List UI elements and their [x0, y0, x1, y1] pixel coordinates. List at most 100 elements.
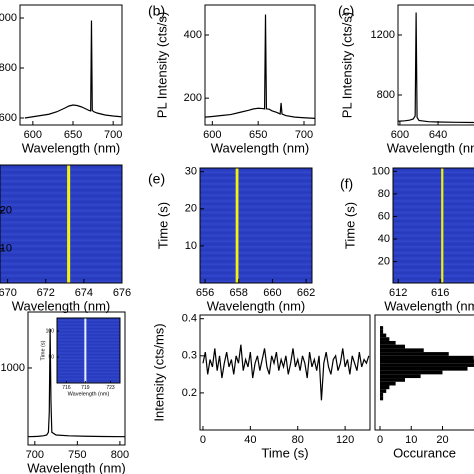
axes-frame — [27, 311, 126, 446]
data-line — [202, 344, 370, 401]
x-tick-label: 600 — [391, 129, 409, 141]
x-tick-label: 658 — [230, 287, 248, 299]
axes-frame — [374, 314, 474, 431]
x-tick-label: 120 — [336, 434, 354, 446]
histogram-bar — [380, 352, 449, 356]
x-tick-label: 656 — [196, 287, 214, 299]
x-tick-label: 40 — [244, 434, 256, 446]
y-tick-label: 0.4 — [182, 313, 197, 325]
panel-label: (c) — [338, 3, 354, 19]
y-tick-label: 20 — [0, 205, 12, 217]
axes-frame — [199, 314, 371, 431]
data-line — [28, 329, 125, 438]
plot-area — [380, 326, 474, 401]
y-axis-label: PL Intensity (cts/s) — [154, 12, 169, 118]
axes-frame — [199, 167, 313, 284]
panel-label: (f) — [340, 176, 353, 192]
x-tick-label: 600 — [24, 129, 42, 141]
x-tick-label: 674 — [75, 287, 93, 299]
histogram-bar — [380, 363, 474, 367]
axes-frame — [56, 317, 121, 384]
y-tick-label: 30 — [185, 166, 197, 178]
plot-area — [393, 168, 474, 283]
histogram-bar — [380, 378, 405, 382]
y-tick-label: 0.3 — [182, 350, 197, 362]
peak-line — [67, 165, 71, 283]
heatmap-background — [57, 318, 120, 383]
y-tick-label: 20 — [378, 255, 390, 267]
histogram-bar — [380, 396, 384, 401]
y-tick-label: 10 — [185, 240, 197, 252]
axes-frame — [0, 164, 123, 284]
y-tick-label: 20 — [185, 203, 197, 215]
x-axis-label: Wavelength (nm) — [22, 141, 121, 156]
x-tick-label: 800 — [111, 449, 129, 461]
histogram-bar — [380, 366, 468, 371]
y-tick-label: 600 — [0, 112, 17, 124]
y-tick-label: 1000 — [0, 12, 17, 24]
y-tick-label: 800 — [377, 89, 395, 101]
y-axis-label: PL Intensity (cts/s) — [339, 12, 354, 118]
x-tick-label: 80 — [292, 434, 304, 446]
x-axis-label: Wavelength (nm) — [27, 461, 126, 474]
x-axis-label: Wavelength (nm) — [387, 141, 474, 156]
axes-frame — [204, 4, 316, 126]
y-tick-label: 800 — [0, 62, 17, 74]
peak-line — [235, 168, 239, 283]
histogram-bar — [380, 370, 443, 375]
x-tick-label: 670 — [0, 287, 17, 299]
x-tick-label: 612 — [389, 287, 407, 299]
histogram-bar — [380, 392, 384, 397]
x-tick-label: 616 — [431, 287, 449, 299]
y-axis-label: Time (s) — [155, 202, 170, 249]
histogram-bar — [380, 344, 405, 349]
plot-area — [202, 344, 370, 401]
x-tick-label: 10 — [405, 434, 417, 446]
y-tick-label: 400 — [184, 29, 202, 41]
y-tick-label: 60 — [378, 210, 390, 222]
plot-area — [398, 12, 474, 124]
heatmap-background — [393, 168, 474, 283]
data-line — [398, 12, 474, 124]
heatmap-background — [0, 165, 122, 283]
x-tick-label: 20 — [436, 434, 448, 446]
data-line — [205, 14, 315, 119]
x-tick-label: 700 — [104, 129, 122, 141]
histogram-bar — [380, 326, 384, 330]
histogram-bar — [380, 374, 421, 379]
histogram-bar — [380, 355, 474, 360]
x-tick-label: 662 — [297, 287, 315, 299]
x-tick-label: 723 — [106, 385, 115, 391]
x-tick-label: 672 — [37, 287, 55, 299]
x-tick-label: 716 — [62, 385, 71, 391]
histogram-bar — [380, 329, 384, 334]
histogram-bar — [380, 348, 424, 353]
histogram-bar — [380, 389, 387, 393]
peak-line — [441, 168, 444, 283]
y-tick-label: 200 — [184, 92, 202, 104]
x-axis-label: Time (s) — [261, 446, 308, 461]
y-tick-label: 80 — [378, 188, 390, 200]
plot-area — [28, 329, 125, 438]
panel-label: (e) — [148, 171, 165, 187]
y-tick-label: 100 — [372, 165, 390, 177]
x-tick-label: 0 — [200, 434, 206, 446]
x-axis-label: Wavelength (nm) — [207, 299, 306, 314]
y-tick-label: 10 — [0, 243, 12, 255]
y-tick-label: 40 — [378, 233, 390, 245]
plot-area — [57, 318, 120, 383]
peak-line — [84, 318, 87, 383]
y-tick-label: 0.2 — [182, 387, 197, 399]
x-axis-label: Wavelength (nm) — [68, 391, 110, 397]
x-tick-label: 660 — [263, 287, 281, 299]
histogram-bar — [380, 381, 396, 386]
x-axis-label: Occurance — [393, 446, 456, 461]
histogram-bar — [380, 337, 390, 341]
plot-area — [200, 168, 312, 283]
x-tick-label: 700 — [295, 129, 313, 141]
plot-area — [0, 165, 122, 283]
axes-frame — [392, 167, 474, 284]
x-axis-label: Wavelength (nm) — [384, 299, 474, 314]
histogram-bar — [380, 340, 396, 345]
